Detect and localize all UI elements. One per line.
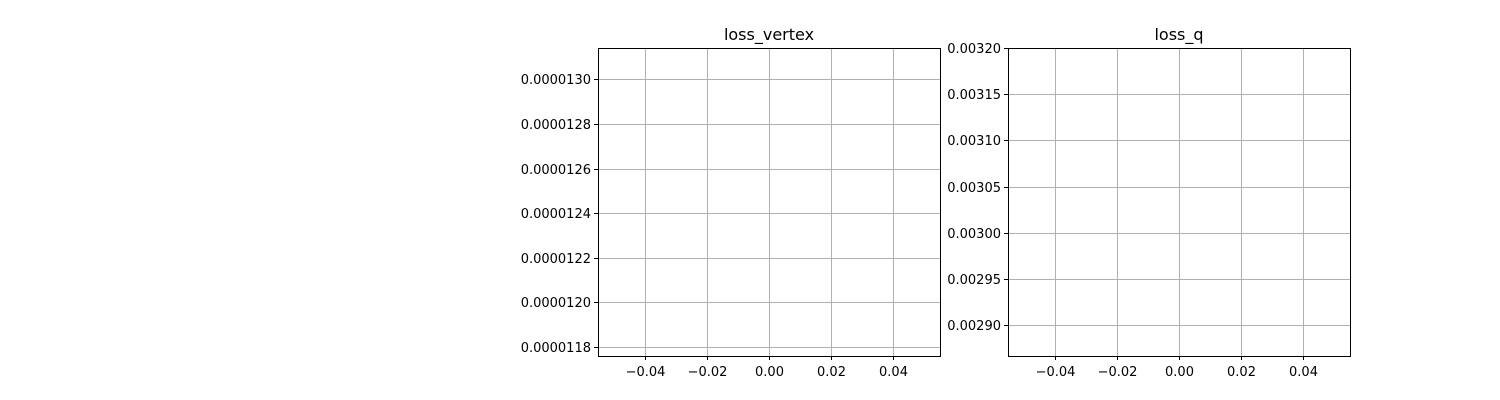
- y-tick-label: 0.0000124: [521, 207, 591, 222]
- chart-title: loss_q: [1154, 25, 1203, 45]
- x-tick-label: 0.00: [755, 365, 784, 380]
- y-tick-label: 0.0000126: [521, 163, 591, 178]
- grid: [598, 48, 940, 356]
- y-tick-label: 0.00305: [947, 181, 1001, 196]
- x-tick-label: 0.02: [817, 365, 846, 380]
- y-tick-label: 0.00320: [947, 42, 1001, 57]
- y-tick-label: 0.0000122: [521, 252, 591, 267]
- subplot-loss-q: −0.04 −0.02 0.00 0.02 0.04 0.00290 0.00295 0.00…: [947, 25, 1351, 380]
- y-tick-label: 0.0000128: [521, 118, 591, 133]
- x-tick-label: 0.04: [879, 365, 908, 380]
- x-tick-label: −0.04: [1036, 365, 1076, 380]
- y-tick-label: 0.00315: [947, 88, 1001, 103]
- subplot-loss-vertex: −0.04 −0.02 0.00 0.02 0.04 0.0000118 0.0000120…: [521, 25, 941, 380]
- y-tick-label: 0.0000118: [521, 341, 591, 356]
- y-tick-label: 0.00290: [947, 319, 1001, 334]
- axes-frame: [598, 48, 941, 357]
- ticks: −0.04 −0.02 0.00 0.02 0.04 0.0000118 0.0000120…: [521, 73, 908, 380]
- y-tick-label: 0.00310: [947, 134, 1001, 149]
- y-tick-label: 0.0000130: [521, 73, 591, 88]
- axes-frame: [1008, 48, 1351, 357]
- x-tick-label: −0.04: [626, 365, 666, 380]
- x-tick-label: 0.00: [1165, 365, 1194, 380]
- y-tick-label: 0.00300: [947, 227, 1001, 242]
- chart-title: loss_vertex: [724, 25, 814, 45]
- x-tick-label: 0.04: [1289, 365, 1318, 380]
- y-tick-label: 0.0000120: [521, 296, 591, 311]
- y-tick-label: 0.00295: [947, 273, 1001, 288]
- x-tick-label: −0.02: [1098, 365, 1138, 380]
- x-tick-label: −0.02: [688, 365, 728, 380]
- x-tick-label: 0.02: [1227, 365, 1256, 380]
- ticks: −0.04 −0.02 0.00 0.02 0.04 0.00290 0.00295 0.00…: [947, 42, 1318, 380]
